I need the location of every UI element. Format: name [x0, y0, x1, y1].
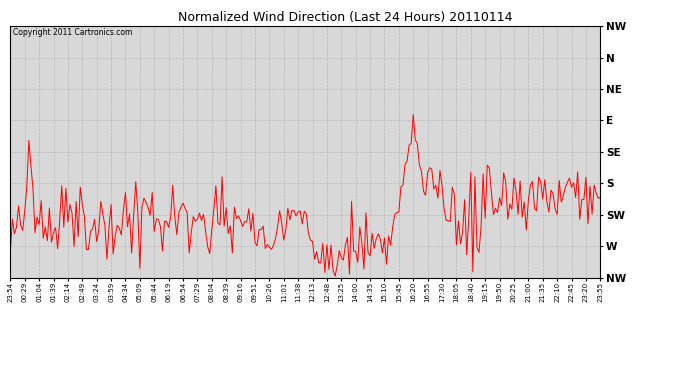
- Text: Normalized Wind Direction (Last 24 Hours) 20110114: Normalized Wind Direction (Last 24 Hours…: [178, 11, 512, 24]
- Text: Copyright 2011 Cartronics.com: Copyright 2011 Cartronics.com: [13, 27, 132, 36]
